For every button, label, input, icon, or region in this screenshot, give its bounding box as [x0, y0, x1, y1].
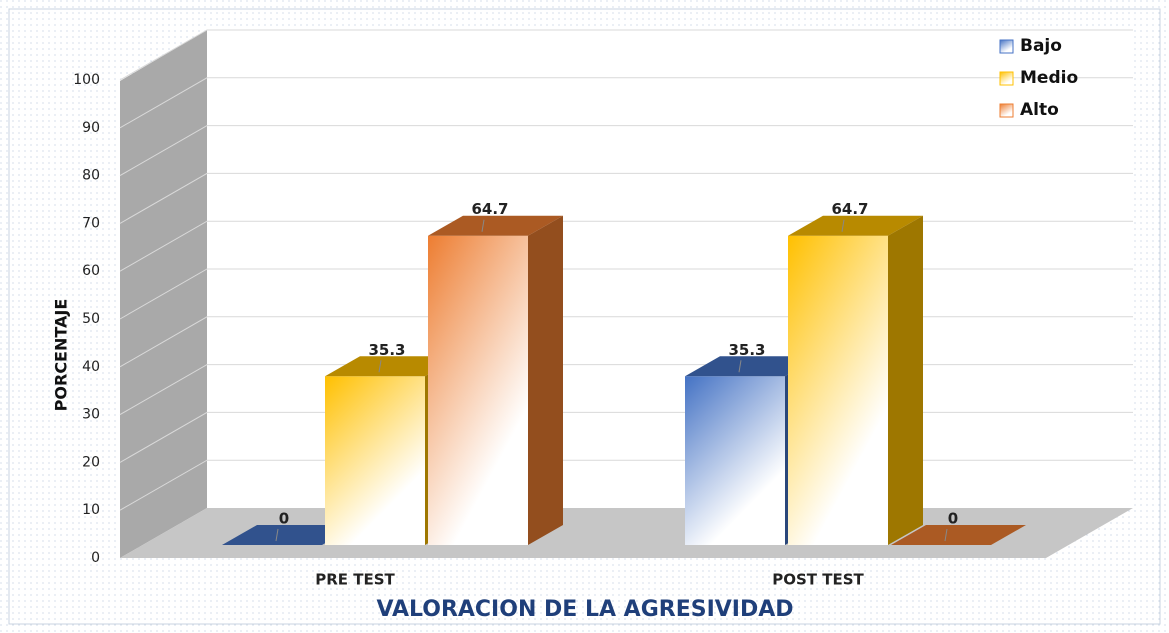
- leader-line: [378, 360, 382, 373]
- bar: [788, 215, 923, 545]
- y-tick-label: 30: [82, 407, 100, 423]
- legend-label: Alto: [1020, 100, 1059, 120]
- bar-top: [428, 215, 563, 236]
- leader-line: [481, 219, 485, 232]
- bar-front: [788, 235, 888, 545]
- value-label: 0: [279, 510, 289, 528]
- leader-line: [275, 528, 279, 542]
- bar-top: [222, 525, 357, 545]
- value-label: 64.7: [471, 200, 508, 218]
- y-tick-label: 20: [82, 454, 100, 470]
- bar-top: [788, 215, 923, 236]
- y-tick-label: 40: [82, 359, 100, 375]
- legend-swatch: [999, 39, 1014, 54]
- legend-label: Medio: [1020, 68, 1078, 88]
- bar: [891, 525, 1026, 545]
- leader-line: [944, 528, 948, 542]
- grid-line: [119, 172, 1133, 224]
- value-label: 64.7: [831, 200, 868, 218]
- bar-side: [888, 215, 923, 545]
- x-tick-label: POST TEST: [772, 571, 864, 589]
- bar-side: [528, 215, 563, 545]
- y-tick-label: 10: [82, 502, 100, 518]
- legend-swatch: [999, 71, 1014, 86]
- bar-top: [685, 356, 820, 377]
- bar: [428, 215, 563, 545]
- leader-line: [738, 360, 742, 373]
- grid-line: [119, 77, 1133, 129]
- grid-line: [119, 125, 1133, 177]
- y-tick-label: 70: [82, 215, 100, 231]
- bar-top: [325, 356, 460, 377]
- y-axis-label: PORCENTAJE: [52, 299, 71, 412]
- bar: [222, 525, 357, 545]
- frame: [8, 8, 1161, 625]
- y-tick-label: 80: [82, 168, 100, 184]
- y-tick-label: 60: [82, 263, 100, 279]
- value-label: 35.3: [368, 341, 405, 359]
- value-label: 0: [948, 510, 958, 528]
- y-tick-label: 90: [82, 120, 100, 136]
- value-label: 35.3: [728, 341, 765, 359]
- bar-front: [428, 235, 528, 545]
- x-axis-label: VALORACION DE LA AGRESIVIDAD: [376, 597, 793, 622]
- leader-line: [841, 219, 845, 232]
- y-tick-label: 100: [73, 72, 100, 88]
- legend-label: Bajo: [1020, 36, 1062, 56]
- legend-swatch: [999, 103, 1014, 118]
- x-tick-label: PRE TEST: [315, 571, 395, 589]
- grid-line: [119, 29, 1133, 81]
- bar-top: [891, 525, 1026, 545]
- y-tick-label: 0: [91, 550, 100, 566]
- bar-front: [685, 376, 785, 545]
- y-tick-label: 50: [82, 311, 100, 327]
- bar-front: [325, 376, 425, 545]
